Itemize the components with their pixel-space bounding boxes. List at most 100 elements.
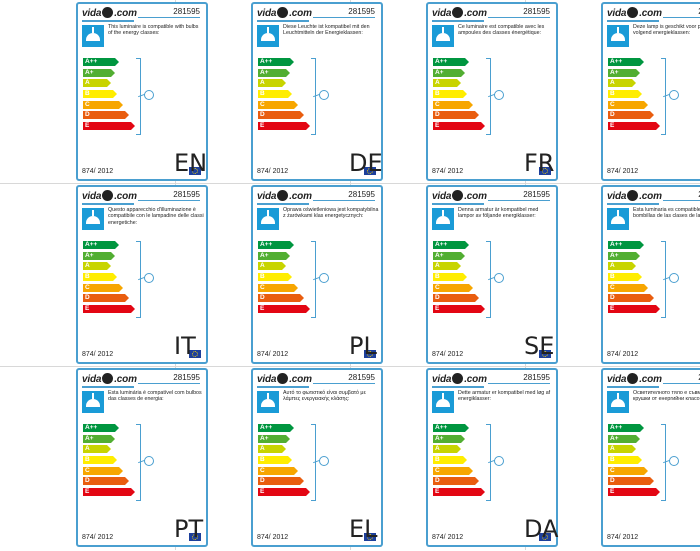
brand-suffix: .com: [114, 191, 137, 202]
energy-class-bar: E: [433, 122, 485, 131]
brand-suffix: .com: [464, 191, 487, 202]
energy-class-label: C: [610, 283, 615, 291]
energy-class-label: D: [85, 294, 90, 302]
regulation-number: 874/ 2012: [257, 168, 289, 175]
energy-class-bar: C: [258, 100, 298, 109]
energy-class-bar: C: [258, 466, 298, 475]
energy-class-scale: A++ A+ A B C D E: [258, 241, 310, 316]
class-range-bracket: [484, 424, 491, 501]
pendant-lamp-icon: [257, 25, 279, 47]
code-underline: [663, 383, 700, 384]
product-code: 281595: [173, 190, 200, 199]
class-range-bracket: [484, 58, 491, 135]
energy-class-label: A+: [610, 251, 619, 259]
energy-class-label: C: [85, 100, 90, 108]
energy-class-label: D: [435, 477, 440, 485]
bulb-icon: [494, 273, 504, 283]
energy-class-label: C: [435, 283, 440, 291]
brand-prefix: vida: [82, 191, 102, 202]
energy-class-label: E: [610, 122, 615, 130]
brand-underline: [432, 20, 484, 22]
compatibility-text: Diese Leuchte ist kompatibel mit den Leu…: [283, 24, 370, 37]
energy-class-bar: D: [433, 294, 479, 303]
energy-class-bar: A++: [258, 424, 294, 432]
bulb-icon: [669, 90, 679, 100]
energy-class-label: B: [260, 456, 265, 464]
energy-class-bar: A: [608, 445, 636, 454]
energy-class-label: A+: [435, 251, 444, 259]
energy-class-label: A++: [435, 424, 448, 431]
energy-class-label: C: [435, 100, 440, 108]
energy-class-bar: A+: [433, 434, 465, 443]
energy-label-card: vida .com 281595 Αυτό το φωτιστικό είναι …: [251, 368, 383, 547]
energy-class-bar: E: [433, 305, 485, 314]
energy-class-label: A+: [610, 68, 619, 76]
brand-suffix: .com: [464, 374, 487, 385]
energy-class-label: D: [435, 111, 440, 119]
brand-logo-mark: [452, 7, 464, 18]
brand-logo-mark: [102, 373, 114, 384]
pendant-lamp-icon: [607, 208, 629, 230]
energy-class-bar: E: [83, 488, 135, 497]
eu-flag-icon: [364, 350, 376, 358]
eu-flag-icon: [364, 533, 376, 541]
label-cell-se: vida .com 281595 Denna armatur är kompati…: [426, 185, 601, 368]
energy-class-bar: A: [258, 79, 286, 88]
class-range-bracket: [659, 424, 666, 501]
brand-logo-mark: [102, 190, 114, 201]
eu-flag-icon: [539, 533, 551, 541]
class-range-bracket: [309, 424, 316, 501]
regulation-number: 874/ 2012: [607, 534, 639, 541]
energy-class-label: A+: [260, 434, 269, 442]
energy-class-label: A+: [260, 68, 269, 76]
energy-class-label: C: [260, 283, 265, 291]
energy-class-bar: A: [433, 445, 461, 454]
regulation-number: 874/ 2012: [607, 168, 639, 175]
brand-logo: vida .com: [257, 373, 312, 385]
regulation-number: 874/ 2012: [82, 534, 114, 541]
energy-class-bar: D: [258, 294, 304, 303]
energy-class-label: C: [610, 100, 615, 108]
eu-flag-icon: [364, 167, 376, 175]
compatibility-text: Deze lamp is geschikt voor peren van de …: [633, 24, 700, 37]
regulation-number: 874/ 2012: [82, 168, 114, 175]
language-code: EL: [349, 515, 378, 543]
energy-label-card: vida .com 281595 This luminaire is compat…: [76, 2, 208, 181]
energy-class-bar: A: [258, 445, 286, 454]
compatibility-text: Осветителното тяло е съвместимо с крушки…: [633, 390, 700, 403]
regulation-number: 874/ 2012: [432, 168, 464, 175]
eu-flag-icon: [539, 350, 551, 358]
energy-class-label: B: [85, 90, 90, 98]
energy-class-bar: B: [83, 90, 117, 99]
energy-class-bar: A++: [608, 58, 644, 66]
energy-class-label: A: [260, 262, 265, 270]
energy-class-label: E: [260, 488, 265, 496]
brand-logo: vida .com: [82, 7, 137, 19]
energy-class-bar: A: [83, 445, 111, 454]
energy-class-label: B: [260, 90, 265, 98]
energy-class-bar: D: [433, 477, 479, 486]
energy-class-bar: B: [433, 90, 467, 99]
energy-class-bar: A+: [258, 434, 290, 443]
energy-class-bar: A+: [433, 251, 465, 260]
regulation-number: 874/ 2012: [257, 351, 289, 358]
compatibility-text: Oprawa oświetleniowa jest kompatybilna z…: [283, 207, 379, 220]
brand-prefix: vida: [432, 8, 452, 19]
energy-class-label: A: [610, 445, 615, 453]
class-range-bracket: [134, 58, 141, 135]
energy-class-bar: A++: [433, 241, 469, 249]
code-underline: [313, 200, 375, 201]
energy-class-bar: A++: [83, 424, 119, 432]
energy-class-bar: A++: [608, 424, 644, 432]
energy-class-bar: D: [83, 294, 129, 303]
product-code: 281595: [523, 190, 550, 199]
energy-class-label: B: [610, 273, 615, 281]
brand-logo: vida .com: [432, 373, 487, 385]
energy-class-bar: D: [608, 294, 654, 303]
pendant-lamp-icon: [82, 25, 104, 47]
energy-class-label: C: [260, 466, 265, 474]
energy-class-bar: A+: [83, 68, 115, 77]
energy-class-bar: C: [608, 466, 648, 475]
brand-underline: [257, 386, 309, 388]
class-range-bracket: [659, 58, 666, 135]
